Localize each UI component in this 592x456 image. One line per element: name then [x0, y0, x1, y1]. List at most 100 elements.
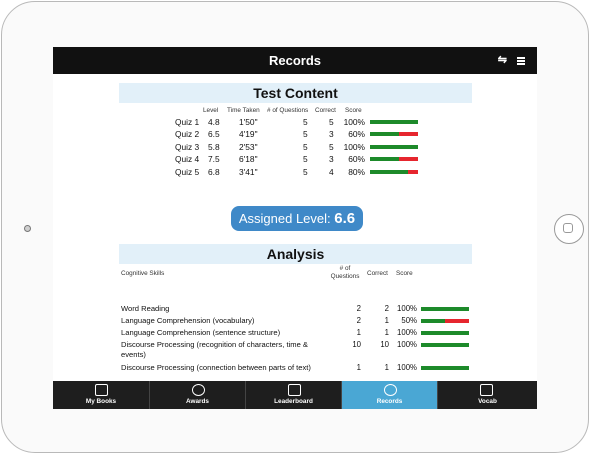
score-bar-correct [370, 120, 418, 124]
skill-score-bar [421, 331, 469, 335]
quiz-name: Quiz 4 [175, 154, 200, 165]
skill-score-bar [421, 343, 469, 347]
col-analysis-correct-header: Correct [367, 270, 388, 277]
quiz-level: 7.5 [208, 154, 220, 165]
app-screen: Records ⇋ Test Content Level Time Taken … [53, 47, 537, 409]
aa-icon [480, 384, 493, 396]
tab-bar: My Books Awards Leaderboard Records Voca… [53, 381, 537, 409]
skill-name: Language Comprehension (sentence structu… [121, 328, 281, 337]
quiz-score: 60% [348, 129, 365, 140]
grid-icon [95, 384, 108, 396]
score-bar-correct [421, 366, 469, 370]
skill-score: 100% [397, 363, 417, 372]
quiz-correct: 3 [329, 129, 334, 140]
skill-score: 100% [397, 340, 417, 349]
tab-label: Records [376, 398, 403, 405]
quiz-correct: 5 [329, 117, 334, 127]
skill-questions: 2 [356, 316, 361, 325]
tab-leaderboard[interactable]: Leaderboard [245, 381, 341, 409]
quiz-questions: 5 [303, 129, 308, 140]
records-content: Test Content Level Time Taken # of Quest… [53, 74, 537, 381]
skill-score-bar [421, 319, 469, 323]
score-bar-correct [421, 307, 469, 311]
score-bar-correct [421, 319, 445, 323]
quiz-level: 4.8 [208, 117, 220, 127]
quiz-time: 2'53" [239, 141, 258, 152]
quiz-level: 5.8 [208, 141, 220, 152]
quiz-score-bar [370, 120, 418, 124]
home-button[interactable] [554, 214, 584, 244]
score-bar-correct [370, 144, 418, 149]
quiz-questions: 5 [303, 141, 308, 152]
quiz-name: Quiz 3 [175, 141, 200, 152]
skill-score: 100% [397, 328, 417, 337]
quiz-questions: 5 [303, 154, 308, 165]
score-bar-wrong [398, 157, 418, 162]
skill-correct: 1 [384, 328, 389, 337]
quiz-name: Quiz 2 [175, 129, 200, 140]
assigned-level-label: Assigned Level: [238, 211, 331, 226]
skill-name: Word Reading [121, 304, 170, 313]
col-questions-header: # of Questions [267, 107, 309, 114]
skill-name: Discourse Processing (connection between… [121, 363, 311, 372]
tab-label: Leaderboard [274, 398, 313, 405]
skill-score: 50% [401, 316, 417, 325]
skill-score: 100% [397, 304, 417, 313]
tab-label: Awards [186, 398, 209, 405]
quiz-score: 60% [348, 154, 365, 165]
skill-name: Discourse Processing (recognition of cha… [121, 340, 308, 359]
skill-correct: 2 [384, 304, 389, 313]
quiz-correct: 4 [329, 166, 334, 177]
quiz-score-bar [370, 157, 418, 162]
tab-vocab[interactable]: Vocab [437, 381, 537, 409]
score-bar-wrong [398, 132, 418, 137]
quiz-correct: 5 [329, 141, 334, 152]
quiz-time: 3'41" [239, 166, 258, 177]
quiz-score-bar [370, 169, 418, 174]
tab-awards[interactable]: Awards [149, 381, 245, 409]
skill-correct: 10 [380, 340, 389, 349]
skill-name: Language Comprehension (vocabulary) [121, 316, 255, 325]
assigned-level-value: 6.6 [334, 210, 356, 227]
col-skills-header: Cognitive Skills [121, 270, 165, 277]
quiz-score: 80% [348, 166, 365, 177]
col-score-header: Score [345, 107, 362, 114]
skill-questions: 1 [356, 363, 361, 372]
quiz-name: Quiz 1 [175, 117, 200, 127]
score-bar-wrong [445, 319, 469, 323]
tab-records[interactable]: Records [341, 381, 437, 409]
col-correct-header: Correct [315, 107, 336, 114]
col-analysis-questions-header: # of Questions [330, 265, 360, 280]
quiz-score: 100% [343, 117, 365, 127]
quiz-correct: 3 [329, 154, 334, 165]
page-title: Records [268, 53, 322, 68]
col-analysis-score-header: Score [396, 270, 413, 277]
skill-score-bar [421, 366, 469, 370]
quiz-name: Quiz 5 [175, 166, 200, 177]
col-level-header: Level [203, 107, 219, 114]
analysis-title: Analysis [119, 244, 472, 264]
quiz-time: 4'19" [239, 129, 258, 140]
quiz-score: 100% [343, 141, 365, 152]
quiz-questions: 5 [303, 166, 308, 177]
skill-correct: 1 [384, 363, 389, 372]
camera-icon [24, 225, 31, 232]
clock-icon [384, 384, 397, 396]
copy-icon [288, 384, 301, 396]
score-bar-correct [421, 331, 469, 335]
col-time-header: Time Taken [227, 107, 260, 114]
top-bar: Records ⇋ [53, 47, 537, 74]
menu-icon[interactable] [517, 57, 525, 65]
score-bar-correct [370, 169, 409, 174]
skill-questions: 10 [352, 340, 361, 349]
test-content-title: Test Content [119, 83, 472, 103]
quiz-score-bar [370, 132, 418, 137]
quiz-time: 6'18" [239, 154, 258, 165]
quiz-score-bar [370, 144, 418, 149]
quiz-level: 6.5 [208, 129, 220, 140]
assigned-level-badge: Assigned Level: 6.6 [231, 206, 363, 231]
quiz-level: 6.8 [208, 166, 220, 177]
share-icon[interactable]: ⇋ [497, 54, 507, 66]
score-bar-correct [421, 343, 469, 347]
tab-my-books[interactable]: My Books [53, 381, 149, 409]
